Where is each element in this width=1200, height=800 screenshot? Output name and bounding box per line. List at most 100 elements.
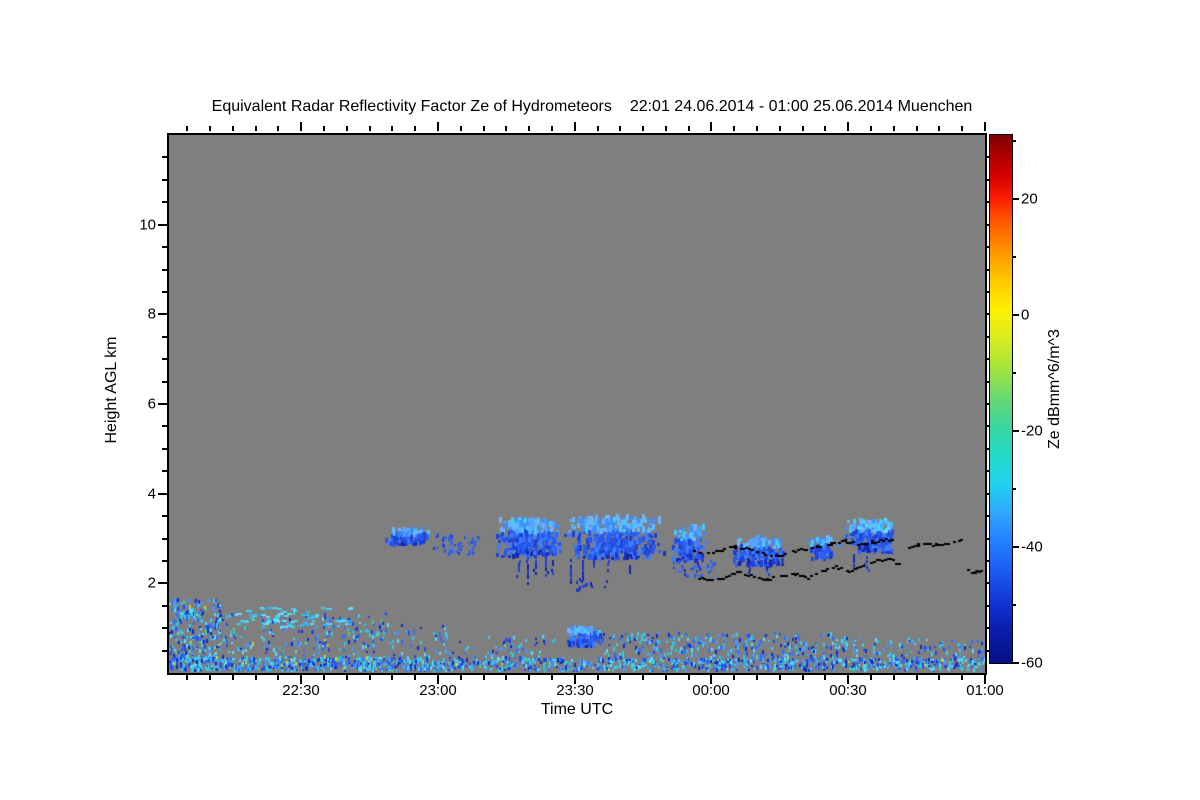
x-tick-minor — [961, 675, 963, 680]
x-top-tick-minor — [460, 126, 462, 131]
x-top-tick-minor — [369, 126, 371, 131]
x-tick-major — [300, 675, 302, 684]
x-top-tick-minor — [209, 126, 211, 131]
colorbar-label: Ze dBmm^6/m^3 — [1046, 329, 1063, 449]
x-tick-minor — [369, 675, 371, 680]
y-tick-minor — [162, 291, 167, 293]
x-top-tick-minor — [597, 126, 599, 131]
colorbar — [989, 134, 1013, 664]
x-tick-minor — [551, 675, 553, 680]
y-tick-label: 6 — [147, 395, 156, 413]
y-tick-minor — [162, 269, 167, 271]
colorbar-tick-label: -60 — [1021, 654, 1043, 672]
x-tick-label: 23:00 — [419, 682, 457, 699]
x-tick-minor — [483, 675, 485, 680]
x-tick-minor — [756, 675, 758, 680]
x-tick-minor — [505, 675, 507, 680]
x-top-tick-major — [984, 122, 986, 131]
x-top-tick-minor — [414, 126, 416, 131]
colorbar-tick-major — [1013, 430, 1019, 432]
colorbar-tick-label: -40 — [1021, 538, 1043, 556]
y-tick-minor — [162, 538, 167, 540]
x-top-tick-minor — [938, 126, 940, 131]
chart-title-daterange: 22:01 24.06.2014 - 01:00 25.06.2014 Muen… — [629, 98, 973, 115]
x-tick-minor — [597, 675, 599, 680]
x-top-tick-minor — [277, 126, 279, 131]
x-top-tick-minor — [528, 126, 530, 131]
x-tick-minor — [938, 675, 940, 680]
x-tick-minor — [255, 675, 257, 680]
x-tick-label: 01:00 — [966, 682, 1004, 699]
colorbar-tick-major — [1013, 662, 1019, 664]
x-top-tick-major — [710, 122, 712, 131]
x-tick-minor — [346, 675, 348, 680]
x-top-tick-major — [437, 122, 439, 131]
x-top-tick-major — [574, 122, 576, 131]
colorbar-tick-minor — [1013, 140, 1016, 142]
x-tick-minor — [642, 675, 644, 680]
x-top-tick-minor — [232, 126, 234, 131]
x-top-tick-minor — [779, 126, 781, 131]
x-tick-label: 00:30 — [829, 682, 867, 699]
plot-area — [167, 133, 987, 675]
x-top-tick-minor — [893, 126, 895, 131]
chart-title-main: Equivalent Radar Reflectivity Factor Ze … — [211, 98, 612, 115]
y-tick-minor — [162, 336, 167, 338]
colorbar-tick-label: -20 — [1021, 422, 1043, 440]
y-tick-minor — [162, 515, 167, 517]
x-tick-minor — [665, 675, 667, 680]
y-tick-minor — [162, 358, 167, 360]
x-tick-label: 00:00 — [692, 682, 730, 699]
y-tick-minor — [162, 560, 167, 562]
y-tick-minor — [162, 448, 167, 450]
x-top-tick-minor — [505, 126, 507, 131]
y-tick-minor — [162, 470, 167, 472]
x-tick-label: 23:30 — [556, 682, 594, 699]
x-top-tick-minor — [323, 126, 325, 131]
y-axis-label: Height AGL km — [103, 336, 120, 444]
colorbar-tick-major — [1013, 546, 1019, 548]
x-top-tick-minor — [346, 126, 348, 131]
y-tick-minor — [162, 650, 167, 652]
y-tick-major — [158, 582, 167, 584]
y-tick-minor — [162, 605, 167, 607]
radar-echo-canvas — [169, 135, 985, 673]
x-tick-minor — [688, 675, 690, 680]
x-tick-minor — [209, 675, 211, 680]
x-top-tick-major — [300, 122, 302, 131]
y-tick-major — [158, 493, 167, 495]
x-tick-minor — [802, 675, 804, 680]
x-tick-minor — [619, 675, 621, 680]
y-tick-label: 4 — [147, 485, 156, 503]
x-tick-minor — [414, 675, 416, 680]
y-tick-major — [158, 313, 167, 315]
x-tick-major — [984, 675, 986, 684]
x-top-tick-minor — [916, 126, 918, 131]
x-top-tick-minor — [961, 126, 963, 131]
colorbar-tick-label: 20 — [1021, 190, 1038, 208]
x-tick-minor — [916, 675, 918, 680]
colorbar-tick-major — [1013, 198, 1019, 200]
x-top-tick-minor — [688, 126, 690, 131]
x-tick-major — [847, 675, 849, 684]
y-tick-label: 8 — [147, 305, 156, 323]
x-top-tick-minor — [802, 126, 804, 131]
x-top-tick-minor — [619, 126, 621, 131]
x-tick-minor — [232, 675, 234, 680]
x-tick-major — [574, 675, 576, 684]
x-tick-minor — [870, 675, 872, 680]
x-top-tick-minor — [756, 126, 758, 131]
x-axis-label: Time UTC — [540, 701, 614, 718]
x-top-tick-minor — [733, 126, 735, 131]
y-tick-minor — [162, 179, 167, 181]
x-tick-major — [437, 675, 439, 684]
x-top-tick-minor — [186, 126, 188, 131]
y-tick-minor — [162, 156, 167, 158]
x-tick-minor — [460, 675, 462, 680]
y-tick-minor — [162, 627, 167, 629]
colorbar-tick-minor — [1013, 372, 1016, 374]
x-top-tick-minor — [483, 126, 485, 131]
x-tick-minor — [186, 675, 188, 680]
x-tick-minor — [323, 675, 325, 680]
